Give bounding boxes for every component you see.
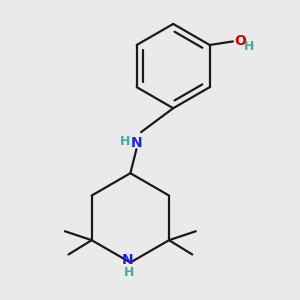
Text: H: H (244, 40, 255, 53)
Text: N: N (122, 254, 133, 267)
Text: H: H (124, 266, 134, 279)
Text: N: N (130, 136, 142, 150)
Text: O: O (234, 34, 246, 48)
Text: H: H (120, 135, 130, 148)
